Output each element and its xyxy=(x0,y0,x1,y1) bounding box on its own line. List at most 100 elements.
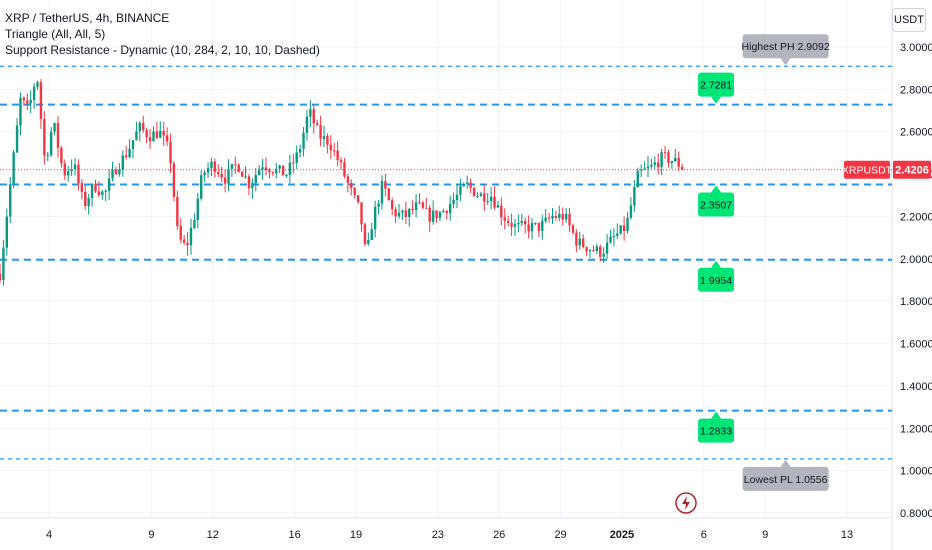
candle-body xyxy=(200,175,203,199)
candle-body xyxy=(452,199,455,205)
level-label[interactable]: 1.9954 xyxy=(698,260,735,292)
candle-body xyxy=(193,220,196,228)
candle-body xyxy=(503,217,506,221)
candle-body xyxy=(622,225,626,232)
candle-body xyxy=(674,157,677,162)
candle-body xyxy=(319,124,322,139)
candle-body xyxy=(258,169,261,175)
level-label[interactable]: 2.7281 xyxy=(698,72,735,104)
candle-body xyxy=(49,131,53,155)
symbol-title: XRP / TetherUS, 4h, BINANCE xyxy=(5,11,170,25)
candle-body xyxy=(179,226,182,240)
candle-body xyxy=(94,184,97,192)
candle-body xyxy=(496,205,500,208)
candle-body xyxy=(22,97,26,101)
candle-body xyxy=(646,166,650,169)
candle-body xyxy=(547,217,551,219)
candle-body xyxy=(60,147,63,164)
candle-body xyxy=(135,131,138,141)
candle-body xyxy=(63,163,66,176)
candle-body xyxy=(244,176,247,178)
candle-body xyxy=(663,152,667,154)
candle-body xyxy=(73,164,77,169)
candle-body xyxy=(189,227,193,246)
candle-body xyxy=(128,148,131,158)
candle-body xyxy=(165,135,169,142)
y-tick-label: 2.0000 xyxy=(900,254,932,266)
candle-body xyxy=(101,191,104,196)
candle-body xyxy=(517,222,520,225)
x-tick-label: 23 xyxy=(432,529,444,541)
level-label[interactable]: 2.3507 xyxy=(698,185,735,217)
candle-body xyxy=(541,221,544,231)
candle-body xyxy=(530,223,534,232)
candle-body xyxy=(281,165,285,176)
y-tick-label: 1.0000 xyxy=(900,466,932,478)
candle-body xyxy=(524,221,527,225)
candle-body xyxy=(660,152,663,168)
candle-body xyxy=(513,224,517,227)
candle-body xyxy=(595,246,599,251)
lightning-bolt-icon[interactable] xyxy=(675,492,697,514)
candle-body xyxy=(15,125,19,153)
extreme-label[interactable]: Lowest PL 1.0556 xyxy=(742,459,829,491)
candle-body xyxy=(408,208,411,217)
candle-body xyxy=(431,210,435,222)
last-price-text: 2.4206 xyxy=(895,165,929,177)
extreme-label[interactable]: Highest PH 2.9092 xyxy=(742,34,830,66)
candle-body xyxy=(329,144,333,151)
candle-body xyxy=(479,193,483,197)
candle-body xyxy=(271,172,275,174)
candle-body xyxy=(46,154,49,156)
candle-body xyxy=(472,187,476,197)
candle-body xyxy=(182,239,186,243)
candle-body xyxy=(414,202,418,210)
candle-body xyxy=(551,215,554,219)
indicator-support-resistance[interactable]: Support Resistance - Dynamic (10, 284, 2… xyxy=(5,43,320,57)
candle-body xyxy=(657,162,660,168)
y-tick-label: 2.2000 xyxy=(900,211,932,223)
candle-body xyxy=(32,86,36,101)
candle-body xyxy=(2,247,5,280)
candle-body xyxy=(104,190,107,192)
candle-body xyxy=(159,130,162,138)
candle-body xyxy=(261,167,264,170)
candle-body xyxy=(292,162,295,164)
indicator-triangle[interactable]: Triangle (All, All, 5) xyxy=(5,27,106,41)
candle-body xyxy=(39,82,43,119)
candle-body xyxy=(592,250,595,252)
level-label[interactable]: 1.2833 xyxy=(698,411,735,443)
candle-body xyxy=(84,191,87,207)
candle-body xyxy=(346,176,350,183)
candle-body xyxy=(602,253,605,257)
candle-body xyxy=(527,224,530,232)
y-tick-label: 3.0000 xyxy=(900,42,932,54)
last-price-tag[interactable] xyxy=(893,160,931,179)
x-tick-label: 19 xyxy=(350,529,362,541)
candle-body xyxy=(575,232,578,246)
candle-body xyxy=(285,175,288,177)
pointer-up-icon xyxy=(711,260,722,268)
candle-body xyxy=(670,161,674,163)
candle-body xyxy=(223,177,227,184)
candle-body xyxy=(599,246,602,257)
candle-body xyxy=(619,225,622,234)
label-text: 1.2833 xyxy=(700,426,732,438)
candle-body xyxy=(227,168,230,184)
candle-body xyxy=(537,222,541,231)
candle-body xyxy=(609,236,612,243)
label-box xyxy=(698,267,735,292)
x-tick-label: 16 xyxy=(288,529,300,541)
candle-body xyxy=(138,122,142,132)
symbol-tag xyxy=(844,160,890,179)
currency-button[interactable]: USDT xyxy=(892,8,926,32)
candle-body xyxy=(653,162,657,165)
candle-body xyxy=(213,161,217,173)
candle-body xyxy=(295,152,298,164)
candle-body xyxy=(131,140,135,149)
candle-body xyxy=(469,182,472,188)
pointer-down-icon xyxy=(711,96,722,104)
candle-body xyxy=(87,198,90,207)
x-tick-label: 12 xyxy=(207,529,219,541)
